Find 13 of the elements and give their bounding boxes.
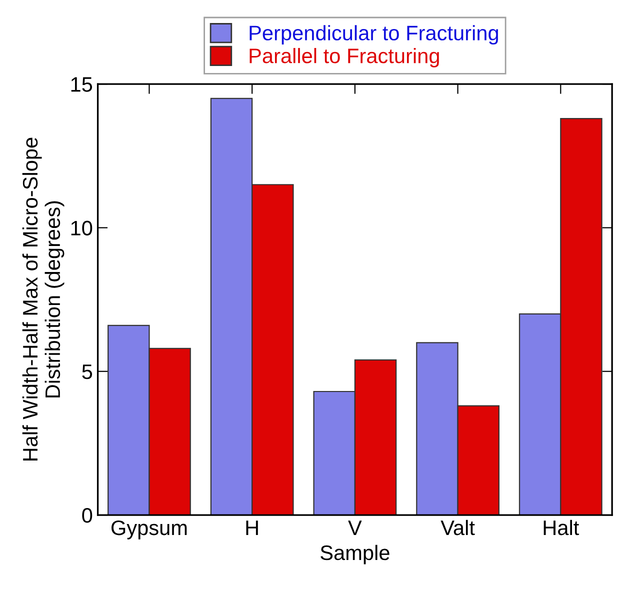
- x-axis-title: Sample: [320, 544, 390, 564]
- y-tick-label: 0: [82, 508, 92, 523]
- legend-label: Perpendicular to Fracturing: [250, 25, 498, 45]
- x-tick-label: Gypsum: [112, 520, 187, 540]
- y-tick-label: 10: [71, 220, 92, 236]
- y-tick-label: 15: [71, 77, 92, 92]
- y-axis-title: Half Width-Half Max of Micro-Slope Distribution (degrees): [22, 138, 64, 460]
- y-tick-label: 5: [82, 364, 92, 380]
- x-tick-label: V: [348, 520, 362, 535]
- x-tick-label: Halt: [544, 520, 580, 536]
- x-tick-label: Valt: [440, 520, 475, 536]
- x-tick-label: H: [246, 520, 258, 535]
- legend-label: Parallel to Fracturing: [250, 48, 439, 68]
